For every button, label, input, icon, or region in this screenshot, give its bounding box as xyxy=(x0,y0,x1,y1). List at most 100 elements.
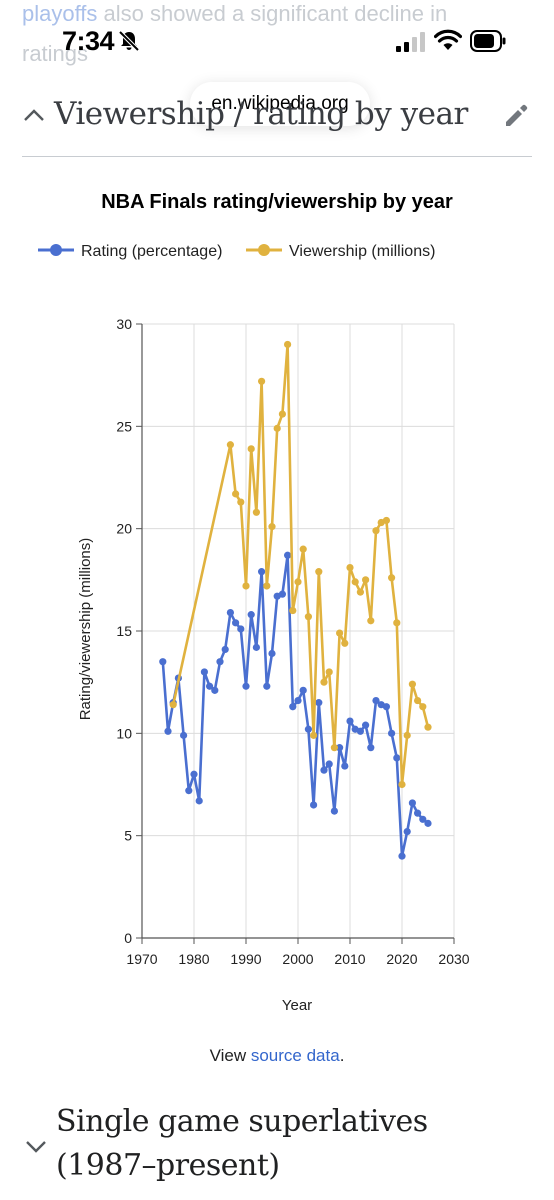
data-point xyxy=(341,639,349,647)
data-point xyxy=(164,727,172,735)
data-point xyxy=(408,680,416,688)
data-point xyxy=(247,445,255,453)
data-point xyxy=(315,699,323,707)
legend-label: Rating (percentage) xyxy=(81,243,222,260)
x-tick-label: 2010 xyxy=(334,951,365,967)
section-title: Viewership / rating by year xyxy=(54,96,468,132)
data-point xyxy=(268,523,276,531)
playoffs-link[interactable]: playoffs xyxy=(22,1,98,26)
wifi-icon xyxy=(434,29,462,50)
data-point xyxy=(278,590,286,598)
data-point xyxy=(185,787,193,795)
data-point xyxy=(372,696,380,705)
data-point xyxy=(414,809,422,817)
data-point xyxy=(221,645,229,654)
data-point xyxy=(190,770,198,778)
section-header[interactable]: Viewership / rating by year xyxy=(22,96,532,157)
article-text-line-2: ratings xyxy=(22,41,89,66)
x-tick-label: 2030 xyxy=(438,951,469,967)
data-point xyxy=(393,619,401,627)
source-note-suffix: . xyxy=(339,1046,345,1065)
data-point xyxy=(362,576,370,584)
data-point xyxy=(356,727,364,735)
data-point xyxy=(211,686,219,694)
article-text-line: also showed a significant decline in xyxy=(97,1,448,26)
data-point xyxy=(346,563,354,572)
y-tick-label: 30 xyxy=(116,316,132,332)
data-point xyxy=(242,682,250,690)
data-point xyxy=(393,754,401,762)
data-point xyxy=(414,696,422,705)
x-tick-label: 1970 xyxy=(126,951,157,967)
data-point xyxy=(408,799,416,807)
data-point xyxy=(310,731,318,739)
source-note: View source data. xyxy=(0,1046,554,1066)
y-tick-label: 10 xyxy=(116,725,132,741)
data-point xyxy=(367,617,375,625)
data-point xyxy=(258,377,266,385)
legend-item[interactable]: Viewership (millions) xyxy=(246,243,435,260)
data-point xyxy=(424,819,432,827)
battery-icon xyxy=(470,30,506,52)
y-tick-label: 20 xyxy=(116,521,132,537)
next-section-title: Single game superlatives (1987–present) xyxy=(56,1104,428,1183)
legend-swatch-dot xyxy=(50,244,62,256)
data-point xyxy=(299,686,307,694)
data-point xyxy=(341,762,349,770)
data-point xyxy=(403,731,411,739)
x-tick-label: 2000 xyxy=(282,951,313,967)
y-tick-label: 15 xyxy=(116,623,132,639)
data-point xyxy=(372,527,380,535)
x-axis-label: Year xyxy=(282,997,312,1014)
chevron-down-icon[interactable] xyxy=(24,1138,48,1156)
chart-legend: Rating (percentage) Viewership (millions) xyxy=(38,243,435,260)
data-point xyxy=(346,717,354,725)
data-point xyxy=(247,611,255,619)
data-point xyxy=(336,744,344,752)
source-data-link[interactable]: source data xyxy=(250,1046,340,1065)
data-point xyxy=(216,658,224,666)
status-time: 7:34 xyxy=(62,26,115,56)
y-tick-label: 5 xyxy=(124,828,132,844)
data-point xyxy=(315,568,323,576)
data-point xyxy=(403,827,411,836)
data-point xyxy=(330,744,338,752)
data-point xyxy=(382,703,390,711)
data-point xyxy=(237,625,245,633)
data-point xyxy=(242,582,250,590)
data-point xyxy=(200,668,208,676)
data-point xyxy=(169,701,177,709)
y-axis-label: Rating/viewership (millions) xyxy=(77,538,94,721)
data-point xyxy=(388,729,396,737)
data-point xyxy=(195,797,203,805)
data-point xyxy=(320,766,328,774)
legend-item[interactable]: Rating (percentage) xyxy=(38,243,222,260)
data-point xyxy=(325,668,333,676)
chevron-up-icon[interactable] xyxy=(22,106,46,124)
data-point xyxy=(289,606,297,615)
series-line xyxy=(171,343,430,786)
data-point xyxy=(232,619,240,627)
x-tick-label: 1980 xyxy=(178,951,209,967)
data-point xyxy=(304,725,312,733)
data-point xyxy=(258,568,266,576)
data-point xyxy=(237,498,245,506)
data-point xyxy=(278,410,286,418)
data-point xyxy=(362,721,370,729)
data-point xyxy=(320,678,328,686)
data-point xyxy=(325,760,333,768)
data-point xyxy=(310,801,318,809)
data-point xyxy=(398,780,406,789)
data-point xyxy=(226,441,234,449)
article-text-fragment: playoffs also showed a significant decli… xyxy=(22,0,447,74)
data-point xyxy=(252,643,260,651)
data-point xyxy=(382,516,390,525)
data-point xyxy=(289,703,297,711)
data-point xyxy=(232,490,240,498)
series-viewership xyxy=(169,340,432,789)
edit-pencil-icon[interactable] xyxy=(502,102,530,130)
source-note-prefix: View xyxy=(209,1046,251,1065)
address-bar[interactable]: en.wikipedia.org xyxy=(190,82,370,126)
data-point xyxy=(294,578,302,586)
